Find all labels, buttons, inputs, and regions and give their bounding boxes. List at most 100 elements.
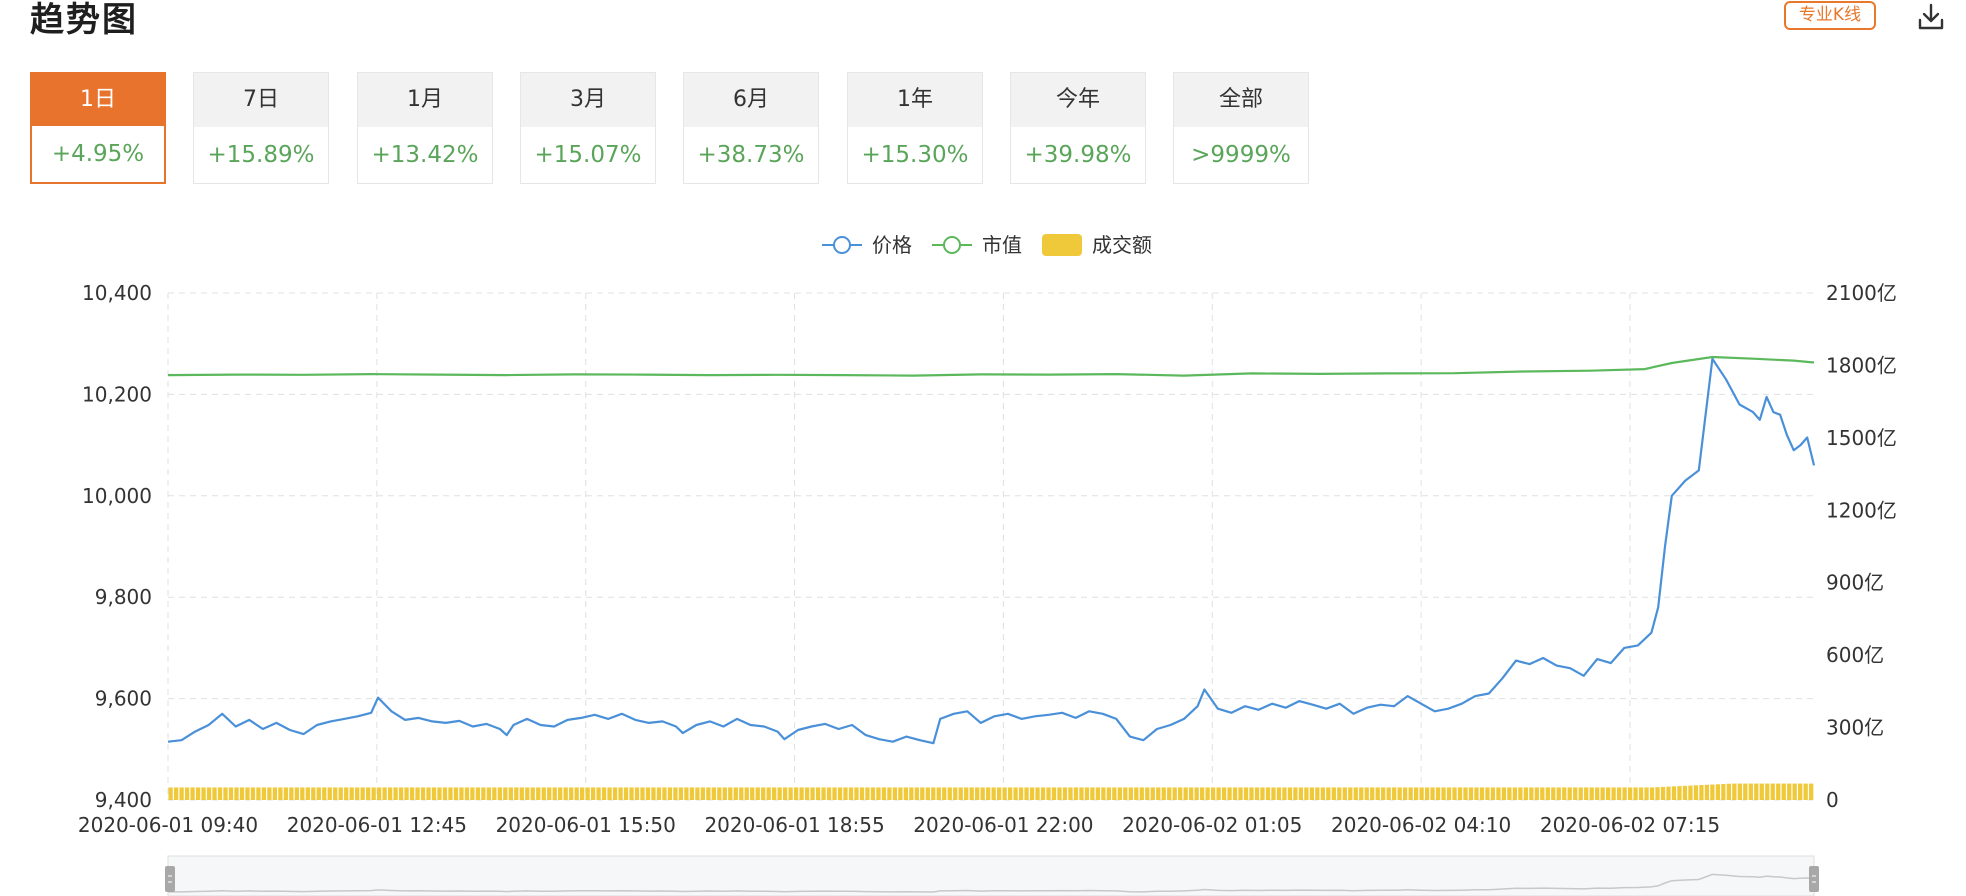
volume-bar — [459, 787, 464, 800]
volume-bar — [536, 787, 541, 800]
legend-item-market-cap[interactable]: 市值 — [932, 233, 1022, 257]
volume-bar — [1007, 787, 1013, 800]
y-right-tick-label: 1800亿 — [1826, 353, 1897, 377]
volume-bar — [1287, 787, 1293, 800]
zoom-handle-right[interactable] — [1809, 866, 1819, 892]
tab-change: +15.30% — [861, 142, 969, 168]
volume-bar — [1562, 787, 1567, 800]
tab-label: 今年 — [1011, 73, 1145, 127]
volume-bar — [1589, 787, 1594, 800]
volume-bar — [1348, 787, 1353, 800]
volume-bar — [1556, 787, 1561, 800]
volume-bar — [1759, 783, 1764, 800]
volume-bar — [667, 787, 673, 800]
tab-1d[interactable]: 1日 +4.95% — [30, 72, 166, 184]
volume-bar — [1139, 787, 1144, 800]
volume-bar — [547, 787, 552, 800]
tab-7d[interactable]: 7日 +15.89% — [193, 72, 329, 184]
volume-bar — [1392, 787, 1397, 800]
volume-bar — [1534, 787, 1539, 800]
legend-label-price: 价格 — [872, 233, 912, 257]
volume-bar — [1035, 787, 1040, 800]
volume-bar — [503, 787, 508, 800]
period-tabs: 1日 +4.95% 7日 +15.89% 1月 +13.42% 3月 +15.0… — [30, 72, 1330, 186]
download-icon[interactable] — [1916, 2, 1946, 32]
zoom-handle-left[interactable] — [165, 866, 175, 892]
volume-bar — [1490, 787, 1496, 800]
volume-bar — [294, 787, 299, 800]
volume-bar — [1529, 787, 1534, 800]
volume-bar — [964, 787, 969, 800]
volume-bar — [1441, 787, 1446, 800]
price-series — [167, 357, 1816, 745]
volume-bar — [1798, 783, 1803, 800]
volume-bar — [1809, 783, 1814, 800]
volume-bar — [1633, 787, 1638, 800]
volume-bar — [1413, 787, 1419, 800]
volume-bar — [799, 787, 804, 800]
volume-bar — [475, 787, 481, 800]
volume-bar — [1260, 787, 1265, 800]
x-tick-label: 2020-06-01 15:50 — [496, 813, 676, 837]
volume-bar — [486, 787, 492, 800]
volume-bar — [569, 787, 574, 800]
legend-item-price[interactable]: 价格 — [822, 233, 912, 257]
volume-bar — [1419, 787, 1424, 800]
volume-bar — [349, 787, 354, 800]
tab-6m[interactable]: 6月 +38.73% — [683, 72, 819, 184]
volume-bar — [525, 787, 530, 800]
volume-bar — [870, 787, 876, 800]
x-axis: 2020-06-01 09:40 2020-06-01 12:45 2020-06-… — [78, 813, 1720, 837]
volume-bar — [991, 787, 996, 800]
volume-bar — [761, 787, 766, 800]
volume-bar — [607, 787, 612, 800]
tab-label: 1年 — [848, 73, 982, 127]
tab-change: +38.73% — [697, 142, 805, 168]
volume-bar — [1024, 787, 1029, 800]
volume-bar — [739, 787, 744, 800]
market-cap-line — [167, 355, 1815, 377]
volume-bar — [305, 787, 310, 800]
volume-bar — [1315, 787, 1320, 800]
volume-bar — [1770, 783, 1775, 800]
volume-bar — [1803, 783, 1808, 800]
volume-bar — [1567, 787, 1572, 800]
pro-kline-button[interactable]: 专业K线 — [1784, 1, 1876, 30]
legend-item-volume[interactable]: 成交额 — [1042, 233, 1152, 257]
volume-bar — [585, 787, 590, 800]
volume-bar — [612, 787, 618, 800]
volume-bar — [1424, 787, 1430, 800]
y-right-tick-label: 1500亿 — [1826, 426, 1897, 450]
tab-ytd[interactable]: 今年 +39.98% — [1010, 72, 1146, 184]
volume-bar — [1397, 787, 1402, 800]
volume-bar — [278, 787, 283, 800]
market-cap-series — [167, 355, 1815, 377]
volume-bar — [1199, 787, 1205, 800]
volume-bar — [289, 787, 294, 800]
volume-bar — [601, 787, 607, 800]
volume-bar — [1216, 787, 1221, 800]
tab-3m[interactable]: 3月 +15.07% — [520, 72, 656, 184]
volume-bar — [256, 787, 261, 800]
volume-bar — [228, 787, 234, 800]
tab-1m[interactable]: 1月 +13.42% — [357, 72, 493, 184]
volume-bar — [1501, 787, 1507, 800]
volume-bar — [590, 787, 596, 800]
tab-all[interactable]: 全部 >9999% — [1173, 72, 1309, 184]
data-zoom-slider[interactable] — [165, 855, 1819, 896]
tab-1y[interactable]: 1年 +15.30% — [847, 72, 983, 184]
volume-bar — [1254, 787, 1260, 800]
volume-bar — [722, 787, 727, 800]
volume-bar — [980, 787, 985, 800]
volume-bar — [404, 787, 409, 800]
volume-bar — [1210, 787, 1216, 800]
volume-bar — [195, 787, 201, 800]
volume-bar — [832, 787, 837, 800]
volume-bar — [250, 787, 256, 800]
volume-bar — [201, 787, 206, 800]
volume-bar — [887, 787, 892, 800]
volume-bar — [481, 787, 486, 800]
volume-bar — [1611, 787, 1616, 800]
volume-bar — [558, 787, 563, 800]
volume-bar — [519, 787, 524, 800]
